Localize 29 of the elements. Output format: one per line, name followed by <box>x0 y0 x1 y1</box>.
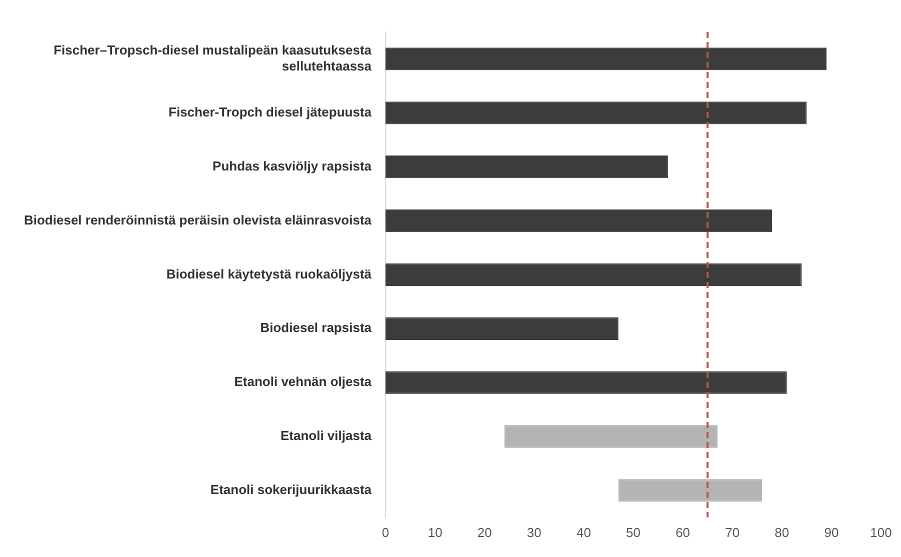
y-tick-label: Etanoli vehnän oljesta <box>234 374 372 390</box>
bar <box>386 156 668 178</box>
x-tick-label: 100 <box>870 524 892 540</box>
x-tick-label: 60 <box>676 524 690 540</box>
x-tick-label: 70 <box>725 524 740 540</box>
y-tick-label: Biodiesel renderöinnistä peräisin olevista eläinrasvoista <box>24 212 372 228</box>
y-tick-label: Biodiesel rapsista <box>260 320 372 336</box>
bar <box>386 48 826 70</box>
x-tick-label: 40 <box>576 524 591 540</box>
x-tick-label: 50 <box>626 524 640 540</box>
y-tick-label: Biodiesel käytetystä ruokaöljystä <box>166 266 372 282</box>
bar <box>386 102 807 124</box>
x-tick-label: 80 <box>774 524 790 540</box>
x-tick-label: 20 <box>477 524 492 540</box>
bar <box>386 317 618 340</box>
y-tick-label: Fischer–Tropsch-diesel mustalipeän kaasutuksesta sellutehtaassa <box>54 42 372 74</box>
y-tick-label: Etanoli viljasta <box>280 428 372 444</box>
x-tick-label: 90 <box>824 524 839 540</box>
x-tick-label: 0 <box>382 524 390 540</box>
bar <box>386 209 772 232</box>
y-tick-label: Puhdas kasviöljy rapsista <box>212 158 372 174</box>
x-tick-label: 10 <box>428 524 442 540</box>
bar <box>504 425 718 448</box>
bar <box>386 263 802 286</box>
y-tick-label: Fischer-Tropch diesel jätepuusta <box>168 104 372 120</box>
x-tick-label: 30 <box>526 524 542 540</box>
bar <box>618 479 762 502</box>
bar <box>386 371 787 394</box>
y-tick-label: Etanoli sokerijuurikkaasta <box>210 482 372 498</box>
